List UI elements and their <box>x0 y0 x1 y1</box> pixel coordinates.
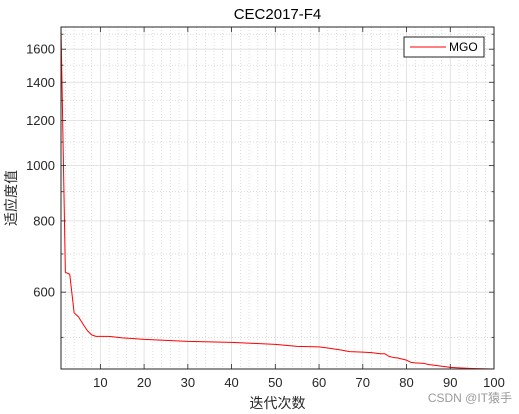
axis-ticks <box>61 27 495 369</box>
y-axis-label: 适应度值 <box>3 170 20 226</box>
x-tick-label: 30 <box>181 375 195 390</box>
y-tick-label: 1000 <box>26 158 55 173</box>
x-tick-label: 10 <box>93 375 107 390</box>
series-layer <box>60 26 495 370</box>
x-tick-label: 100 <box>483 375 505 390</box>
series-line-mgo <box>60 26 495 370</box>
x-tick-label: 50 <box>268 375 282 390</box>
chart-title: CEC2017-F4 <box>234 6 322 23</box>
y-tick-label: 1400 <box>26 75 55 90</box>
y-tick-label: 600 <box>33 285 55 300</box>
x-tick-label: 90 <box>443 375 457 390</box>
y-tick-label: 800 <box>33 213 55 228</box>
x-tick-label: 40 <box>224 375 238 390</box>
x-tick-label: 20 <box>137 375 151 390</box>
legend[interactable]: MGO <box>403 36 485 58</box>
x-tick-label: 60 <box>312 375 326 390</box>
y-tick-labels: 600 800 1000 1200 1400 1600 <box>26 42 55 300</box>
minor-grid <box>61 27 494 369</box>
x-axis-label: 迭代次数 <box>250 396 306 412</box>
watermark-text: CSDN @IT猿手 <box>428 390 512 405</box>
plot-frame <box>60 26 495 370</box>
y-tick-label: 1200 <box>26 113 55 128</box>
x-tick-label: 70 <box>356 375 370 390</box>
legend-label-mgo: MGO <box>449 40 478 54</box>
y-tick-label: 1600 <box>26 42 55 57</box>
x-tick-labels: 10 20 30 40 50 60 70 80 90 100 <box>93 375 505 390</box>
x-tick-label: 80 <box>399 375 413 390</box>
